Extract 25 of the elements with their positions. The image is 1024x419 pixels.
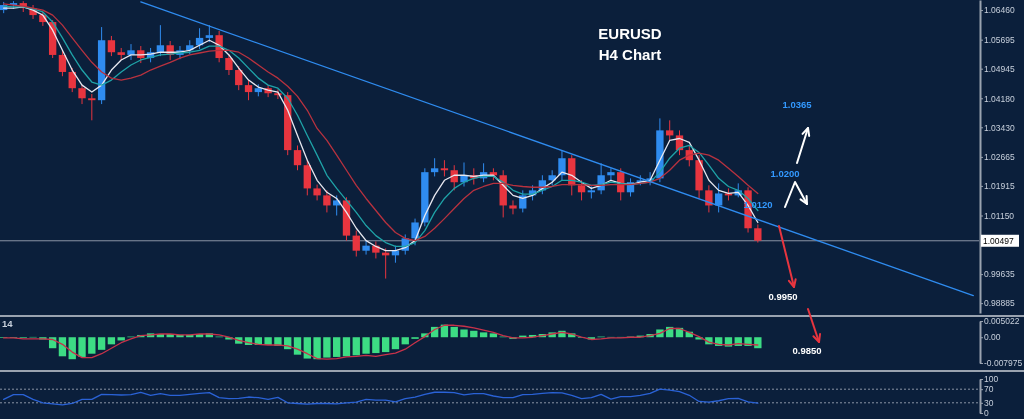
annotation: 0.9950 xyxy=(768,291,798,302)
ref-line-label: 1.00497 xyxy=(983,236,1014,247)
y-tick-label: -0.007975 xyxy=(984,358,1023,369)
y-tick-label: 1.05695 xyxy=(984,34,1015,45)
y-tick-label: 1.01915 xyxy=(984,181,1015,192)
y-tick-label: 0.98885 xyxy=(984,298,1015,309)
y-tick-label: 70 xyxy=(984,384,994,395)
y-tick-label: 1.01150 xyxy=(984,210,1015,221)
y-tick-label: 0.99635 xyxy=(984,269,1015,280)
y-tick-label: 100 xyxy=(984,374,999,385)
y-tick-label: 1.06460 xyxy=(984,5,1015,16)
y-tick-label: 0.00 xyxy=(984,332,1001,343)
annotation: 0.9850 xyxy=(792,345,822,356)
y-tick-label: 0.005022 xyxy=(984,316,1020,327)
text: H4 Chart xyxy=(598,46,662,63)
y-tick-label: 1.02665 xyxy=(984,152,1015,163)
y-tick-label: 1.04945 xyxy=(984,63,1015,74)
annotation: 1.0365 xyxy=(782,99,813,110)
annotation: 1.0200 xyxy=(770,168,800,179)
text: EURUSD xyxy=(598,25,662,42)
annotation: 14 xyxy=(2,318,14,329)
y-tick-label: 0 xyxy=(984,408,989,419)
y-tick-label: 1.04180 xyxy=(984,93,1015,104)
y-tick-label: 30 xyxy=(984,398,994,409)
y-tick-label: 1.03430 xyxy=(984,122,1015,133)
